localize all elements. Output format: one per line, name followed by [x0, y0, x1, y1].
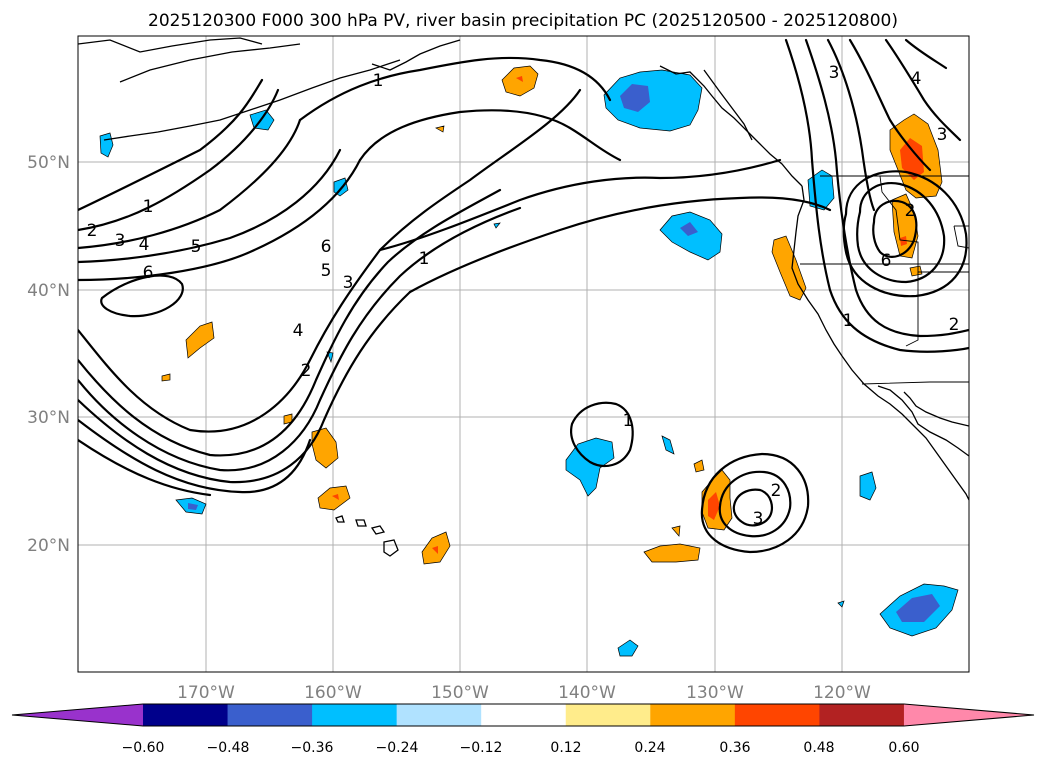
precip-patch-subtrop-orange-2: [311, 427, 339, 469]
contour-label: 1: [419, 249, 430, 269]
contour-label: 1: [143, 197, 154, 217]
contour-label: 3: [115, 231, 126, 251]
lon-tick-label: 170°W: [177, 683, 235, 703]
precip-patch-mexico: [859, 471, 877, 501]
gridlines: [78, 36, 969, 672]
contour-label: 1: [623, 411, 634, 431]
colorbar-tick-label: 0.12: [550, 740, 581, 756]
lat-tick-label: 20°N: [27, 536, 70, 556]
contour-label: 4: [911, 69, 922, 89]
contour-label: 6: [881, 251, 892, 271]
colorbar-tick-label: 0.60: [888, 740, 919, 756]
colorbar-outline: [11, 703, 1035, 727]
lon-tick-label: 150°W: [431, 683, 489, 703]
contour-label: 4: [139, 235, 150, 255]
colorbar: [11, 703, 1035, 727]
colorbar-tick-label: 0.24: [634, 740, 665, 756]
lat-tick-labels: 50°N 40°N 30°N 20°N: [27, 153, 70, 556]
contour-label: 6: [143, 263, 154, 283]
precip-patch-ne-pacific: [659, 211, 723, 261]
lon-tick-labels: 170°W 160°W 150°W 140°W 130°W 120°W: [177, 683, 871, 703]
colorbar-segment: [227, 704, 313, 726]
contour-label: 1: [843, 311, 854, 331]
colorbar-segment: [819, 704, 905, 726]
colorbar-tick-label: −0.48: [207, 740, 250, 756]
precip-patch-south: [617, 639, 639, 657]
coastlines: [78, 37, 969, 557]
colorbar-segment: [650, 704, 736, 726]
colorbar-tick-label: 0.36: [719, 740, 750, 756]
map-title: 2025120300 F000 300 hPa PV, river basin …: [148, 11, 898, 31]
contour-label: 2: [771, 481, 782, 501]
lon-tick-label: 120°W: [813, 683, 871, 703]
colorbar-extend-high: [903, 704, 1034, 726]
colorbar-segment: [396, 704, 482, 726]
contour-label: 3: [753, 509, 764, 529]
contour-label: 5: [321, 261, 332, 281]
contour-label: 4: [293, 321, 304, 341]
lon-tick-label: 140°W: [558, 683, 616, 703]
precip-patches: [99, 65, 959, 657]
contour-label: 3: [829, 63, 840, 83]
contour-label: 2: [87, 221, 98, 241]
colorbar-tick-label: −0.12: [460, 740, 503, 756]
lat-tick-label: 50°N: [27, 153, 70, 173]
colorbar-segment: [565, 704, 651, 726]
precip-patch-hawaii-orange: [317, 485, 351, 511]
colorbar-tick-label: −0.60: [122, 740, 165, 756]
lat-tick-label: 40°N: [27, 281, 70, 301]
colorbar-segment: [312, 704, 398, 726]
precip-patch-subtrop-orange-1: [185, 321, 215, 359]
contour-labels: 1 2 3 4 5 6 6 5 4 3 2 1 1 1 2 3 2 3 4 6 …: [87, 63, 960, 529]
pv-contours: [78, 38, 969, 554]
contour-label: 6: [321, 237, 332, 257]
map-area: [78, 36, 969, 672]
contour-label: 2: [905, 201, 916, 221]
lon-tick-label: 130°W: [686, 683, 744, 703]
precip-patch-low-orange-2: [643, 543, 701, 563]
contour-label: 5: [191, 237, 202, 257]
colorbar-segment: [143, 704, 229, 726]
contour-label: 3: [937, 125, 948, 145]
state-borders: [800, 175, 969, 385]
colorbar-segment: [481, 704, 567, 726]
colorbar-tick-label: −0.24: [376, 740, 419, 756]
colorbar-tick-label: −0.36: [291, 740, 334, 756]
precip-patch-gulf-alaska: [603, 69, 703, 132]
colorbar-segment: [734, 704, 820, 726]
colorbar-extend-low: [12, 704, 143, 726]
lat-tick-label: 30°N: [27, 408, 70, 428]
colorbar-tick-labels: −0.60 −0.48 −0.36 −0.24 −0.12 0.12 0.24 …: [122, 740, 920, 756]
colorbar-tick-label: 0.48: [803, 740, 834, 756]
contour-label: 2: [301, 361, 312, 381]
contour-label: 1: [373, 71, 384, 91]
lon-tick-label: 160°W: [304, 683, 362, 703]
map-frame: [77, 35, 970, 673]
contour-label: 3: [343, 273, 354, 293]
precip-patch-alaska-orange: [501, 65, 539, 97]
contour-label: 2: [949, 315, 960, 335]
